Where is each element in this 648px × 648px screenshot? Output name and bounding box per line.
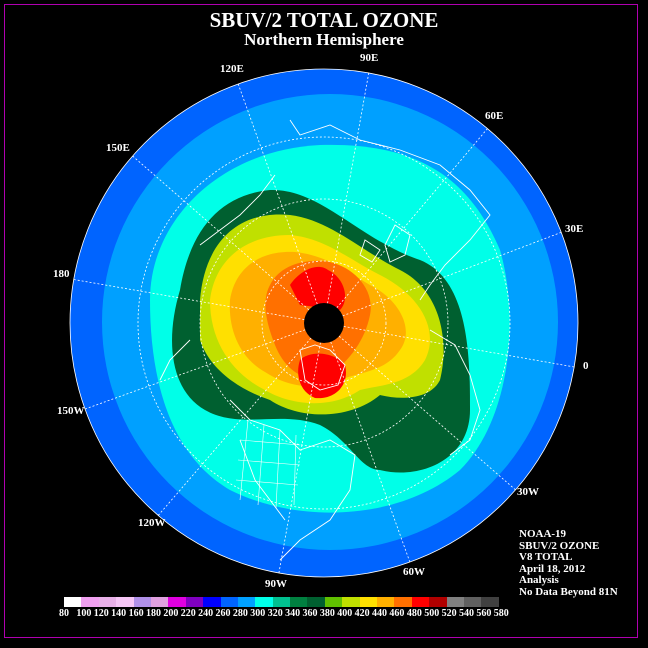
colorbar-swatch [98,597,117,607]
colorbar-swatch [446,597,464,607]
colorbar-label: 80 [59,608,69,619]
colorbar-label: 280 [232,608,248,619]
lon-label-60e: 60E [485,110,504,122]
no-data-polar-cap [304,303,344,343]
info-coverage-note: No Data Beyond 81N [519,585,618,598]
lon-label-150e: 150E [106,142,130,154]
colorbar-swatch [359,597,378,607]
map-boundary [69,68,579,578]
lon-label-60w: 60W [403,566,425,578]
colorbar-swatch [290,597,308,607]
colorbar-label: 120 [93,608,109,619]
colorbar-label: 580 [493,608,509,619]
colorbar-swatch [411,597,430,607]
colorbar-label: 520 [441,608,457,619]
colorbar-swatch [64,597,82,607]
colorbar-swatch [116,597,134,607]
colorbar-label: 180 [145,608,161,619]
colorbar-swatch [81,597,99,607]
lon-label-30e: 30E [565,223,584,235]
ozone-region-480a [290,266,346,310]
colorbar-labels: 80 100 120 140 160 180 200 220 240 260 280 300 320 34… [59,608,511,619]
colorbar-swatch [203,597,221,607]
lon-label-90w: 90W [265,578,287,590]
ozone-region-480b [298,353,346,399]
lon-label-180: 180 [53,268,70,280]
lon-label-30w: 30W [517,486,539,498]
colorbar-swatch [150,597,169,607]
colorbar-swatch [185,597,204,607]
colorbar-swatch [429,597,447,607]
info-block: NOAA-19 SBUV/2 OZONE V8 TOTAL April 18, … [519,528,618,599]
colorbar-label: 340 [285,608,301,619]
info-type: Analysis [519,574,559,587]
colorbar-label: 220 [180,608,196,619]
colorbar-swatch [237,597,256,607]
colorbar-swatch [255,597,273,607]
lon-label-0: 0 [583,360,589,372]
colorbar-swatch [307,597,325,607]
us-grid [235,419,301,509]
colorbar-label: 540 [458,608,474,619]
info-product: SBUV/2 OZONE [519,539,600,552]
colorbar-label: 440 [372,608,388,619]
colorbar-label: 400 [337,608,353,619]
colorbar-swatch [324,597,343,607]
colorbar-label: 200 [163,608,179,619]
colorbar-swatch [463,597,482,607]
colorbar-label: 320 [267,608,283,619]
colorbar-swatch [377,597,395,607]
colorbar-label: 380 [319,608,335,619]
colorbar-label: 420 [354,608,370,619]
colorbar-label: 260 [215,608,231,619]
colorbar-label: 500 [424,608,440,619]
lon-label-120w: 120W [138,517,166,529]
info-version: V8 TOTAL [519,551,573,564]
lon-label-150w: 150W [57,405,85,417]
colorbar-swatch [168,597,186,607]
info-date: April 18, 2012 [519,562,586,575]
colorbar-swatch [272,597,291,607]
colorbar-label: 480 [406,608,422,619]
colorbar-label: 460 [389,608,405,619]
colorbar-label: 240 [198,608,214,619]
colorbar-swatch [133,597,151,607]
coastlines [159,119,491,561]
map-title: SBUV/2 TOTAL OZONE [209,8,439,32]
colorbar-label: 160 [128,608,144,619]
colorbar-swatch [220,597,238,607]
map-subtitle: Northern Hemisphere [244,30,404,49]
colorbar-label: 300 [250,608,266,619]
page-frame [4,4,638,638]
colorbar-label: 360 [302,608,318,619]
lon-label-90e: 90E [360,52,379,64]
colorbar-label: 100 [76,608,92,619]
graticule [70,69,578,577]
colorbar-label: 140 [111,608,127,619]
colorbar [64,597,499,607]
info-satellite: NOAA-19 [519,528,567,540]
colorbar-swatch [342,597,360,607]
colorbar-label: 560 [476,608,492,619]
colorbar-swatch [394,597,412,607]
lon-label-120e: 120E [220,63,244,75]
colorbar-swatch [481,597,499,607]
